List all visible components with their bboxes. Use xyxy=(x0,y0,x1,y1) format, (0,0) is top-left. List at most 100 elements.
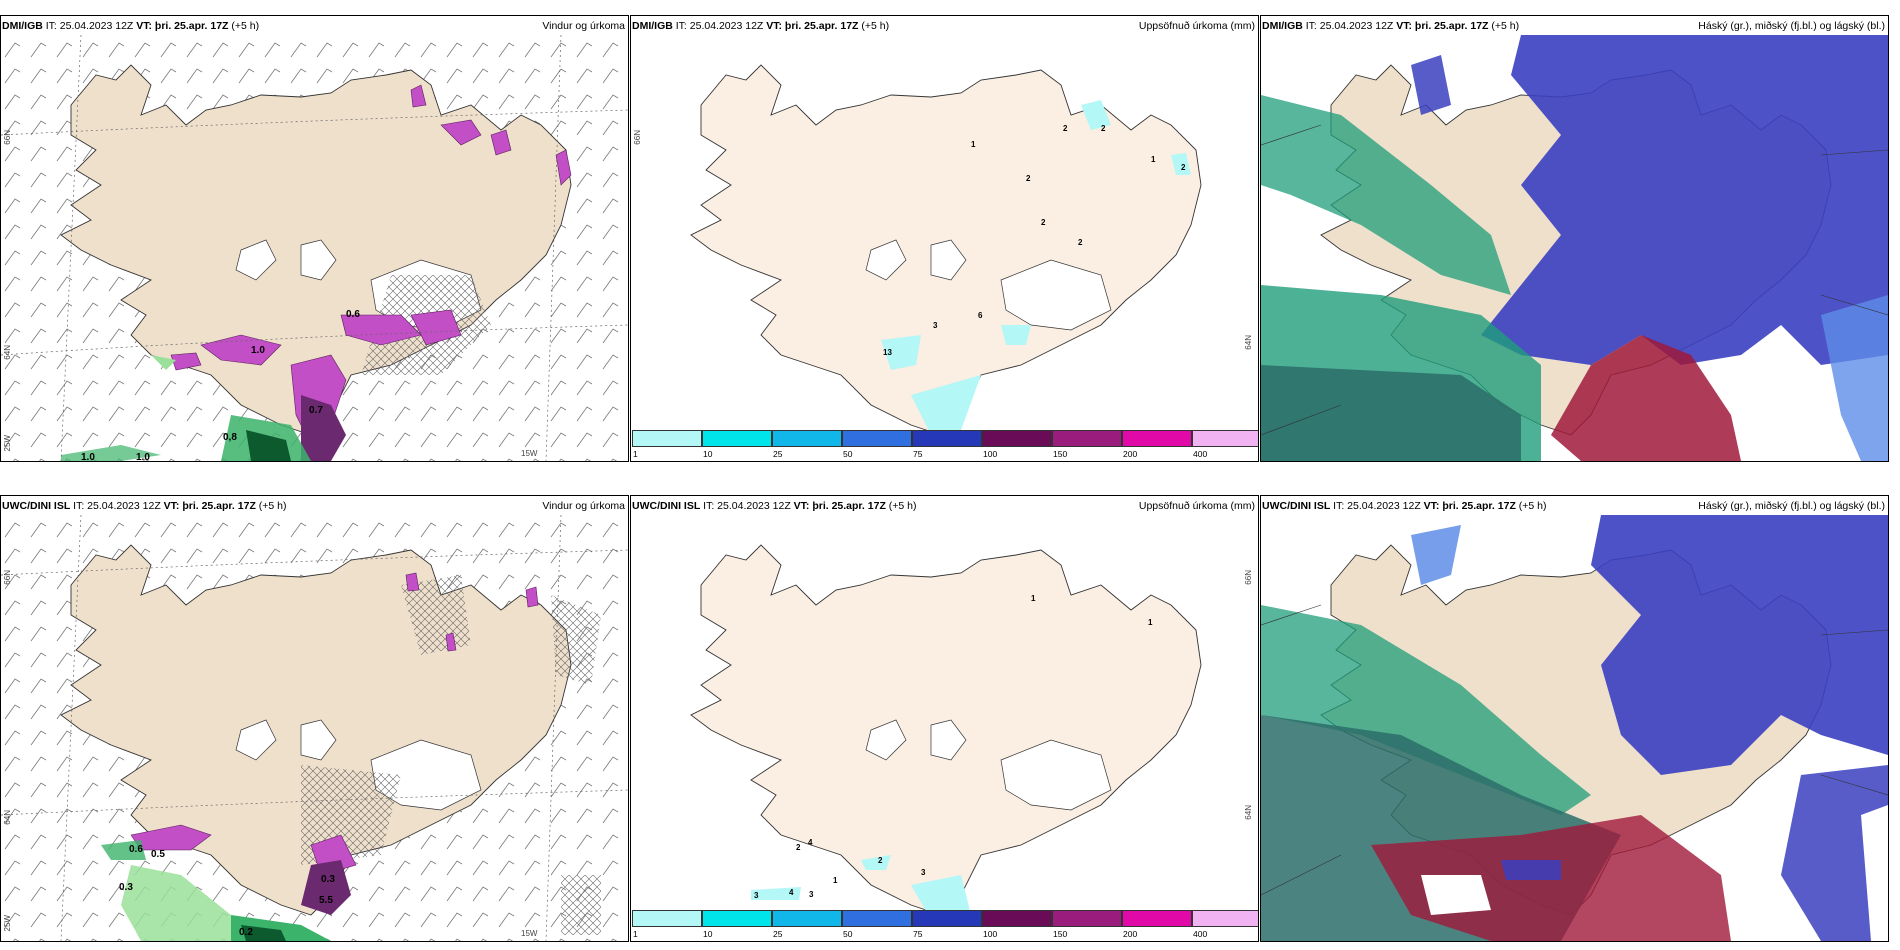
colorbar-label: 400 xyxy=(1193,449,1208,459)
init-time: IT: 25.04.2023 12Z xyxy=(1302,20,1397,32)
green-precip xyxy=(101,840,331,941)
precip-value: 0.2 xyxy=(239,927,253,938)
accum-value: 3 xyxy=(809,890,814,899)
accum-value: 4 xyxy=(808,838,813,847)
lon-label-15: 15W xyxy=(521,449,538,458)
colorbar-label: 75 xyxy=(913,449,923,459)
colorbar-label: 50 xyxy=(843,449,853,459)
valid-time: VT: þri. 25.apr. 17Z xyxy=(136,20,229,32)
map-clouds xyxy=(1261,515,1888,941)
panel-title: Vindur og úrkoma xyxy=(542,500,625,512)
colorbar-swatch xyxy=(632,430,702,447)
colorbar-label: 200 xyxy=(1123,449,1138,459)
colorbar-label: 75 xyxy=(913,929,923,939)
map-clouds xyxy=(1261,35,1888,461)
panel-top-clouds: DMI/IGB IT: 25.04.2023 12Z VT: þri. 25.a… xyxy=(1260,15,1889,462)
panel-header: DMI/IGB IT: 25.04.2023 12Z VT: þri. 25.a… xyxy=(2,17,627,35)
colorbar-label: 400 xyxy=(1193,929,1208,939)
panel-header: UWC/DINI ISL IT: 25.04.2023 12Z VT: þri.… xyxy=(632,497,1257,515)
colorbar-swatch xyxy=(982,910,1052,927)
colorbar-swatch xyxy=(632,910,702,927)
lead-time: (+5 h) xyxy=(255,500,287,512)
precip-value-labels: 0.6 0.5 0.3 5.5 0.2 0.3 xyxy=(119,844,335,938)
init-time: IT: 25.04.2023 12Z xyxy=(1330,500,1424,512)
model-name: DMI/IGB xyxy=(2,20,43,32)
model-name: UWC/DINI ISL xyxy=(632,500,701,512)
colorbar-swatch xyxy=(702,430,772,447)
precip-value: 0.6 xyxy=(346,309,360,320)
lead-time: (+5 h) xyxy=(1488,20,1520,32)
accum-value: 3 xyxy=(921,868,926,877)
accum-value: 1 xyxy=(833,876,838,885)
colorbar-label: 50 xyxy=(843,929,853,939)
accum-value: 2 xyxy=(1078,238,1083,247)
colorbar-swatch xyxy=(1052,430,1122,447)
lat-label-64: 64N xyxy=(1244,805,1253,820)
accum-value: 1 xyxy=(1151,155,1156,164)
panel-title: Vindur og úrkoma xyxy=(542,20,625,32)
panel-bottom-accum: UWC/DINI ISL IT: 25.04.2023 12Z VT: þri.… xyxy=(630,495,1259,942)
accum-value: 4 xyxy=(789,888,794,897)
accum-value-labels: 1 2 2 1 2 2 2 2 6 3 13 2 xyxy=(793,124,1186,444)
glaciers xyxy=(235,719,482,811)
model-name: DMI/IGB xyxy=(1262,20,1303,32)
accum-value: 3 xyxy=(933,321,938,330)
accum-value: 2 xyxy=(1041,218,1046,227)
accum-value: 2 xyxy=(1181,163,1186,172)
lead-time: (+5 h) xyxy=(1515,500,1547,512)
colorbar-swatch xyxy=(1122,910,1192,927)
low-cloud-blue xyxy=(1411,35,1888,461)
accum-value: 6 xyxy=(978,311,983,320)
accum-value: 1 xyxy=(1031,594,1036,603)
lat-label-66: 66N xyxy=(3,130,12,145)
accum-value-labels: 1 1 2 4 2 3 3 4 1 3 xyxy=(754,594,1153,900)
mid-cloud-green xyxy=(1261,95,1541,461)
panel-header: DMI/IGB IT: 25.04.2023 12Z VT: þri. 25.a… xyxy=(1262,17,1887,35)
valid-time: VT: þri. 25.apr. 17Z xyxy=(1396,20,1489,32)
colorbar-swatch xyxy=(772,910,842,927)
panel-title: Uppsöfnuð úrkoma (mm) xyxy=(1138,500,1255,512)
valid-time: VT: þri. 25.apr. 17Z xyxy=(793,500,886,512)
map-canvas: 1 2 2 1 2 2 2 2 6 3 13 2 xyxy=(690,64,1202,445)
panel-header: UWC/DINI ISL IT: 25.04.2023 12Z VT: þri.… xyxy=(1262,497,1887,515)
colorbar-swatch xyxy=(1192,430,1258,447)
map-canvas: 0.6 0.5 0.3 5.5 0.2 0.3 xyxy=(1,515,628,941)
precip-value: 0.6 xyxy=(129,844,143,855)
lon-label-25: 25W xyxy=(3,435,12,452)
panel-title: Háský (gr.), miðský (fj.bl.) og lágský (… xyxy=(1698,500,1885,512)
accum-value: 13 xyxy=(883,348,892,357)
lead-time: (+5 h) xyxy=(228,20,260,32)
map-wind-precip: 0.6 0.5 0.3 5.5 0.2 0.3 66N 64N 25W 15W xyxy=(1,515,628,941)
init-time: IT: 25.04.2023 12Z xyxy=(42,20,137,32)
lat-label-66: 66N xyxy=(3,570,12,585)
precip-value: 0.3 xyxy=(321,874,335,885)
panel-top-wind: DMI/IGB IT: 25.04.2023 12Z VT: þri. 25.a… xyxy=(0,15,629,462)
colorbar: 1 10 25 50 75 100 150 200 400 xyxy=(632,430,1258,460)
colorbar-swatch xyxy=(702,910,772,927)
map-canvas xyxy=(1261,515,1888,941)
model-name: UWC/DINI ISL xyxy=(2,500,71,512)
colorbar-label: 25 xyxy=(773,929,783,939)
accum-value: 2 xyxy=(1026,174,1031,183)
precip-value: 1.0 xyxy=(81,452,95,461)
accum-value: 2 xyxy=(878,856,883,865)
graticule xyxy=(1,35,628,461)
cloud-contours xyxy=(1261,124,1888,436)
precip-value: 1.0 xyxy=(136,452,150,461)
valid-time: VT: þri. 25.apr. 17Z xyxy=(766,20,859,32)
accum-value: 2 xyxy=(796,843,801,852)
colorbar-label: 10 xyxy=(703,929,713,939)
colorbar-label: 100 xyxy=(983,449,998,459)
panel-bottom-wind: UWC/DINI ISL IT: 25.04.2023 12Z VT: þri.… xyxy=(0,495,629,942)
colorbar-label: 200 xyxy=(1123,929,1138,939)
colorbar-label: 1 xyxy=(633,449,638,459)
precip-value: 1.0 xyxy=(251,345,265,356)
accum-value: 1 xyxy=(1148,618,1153,627)
lat-label-64: 64N xyxy=(1244,335,1253,350)
panel-header: DMI/IGB IT: 25.04.2023 12Z VT: þri. 25.a… xyxy=(632,17,1257,35)
valid-time: VT: þri. 25.apr. 17Z xyxy=(163,500,256,512)
green-precip xyxy=(61,355,311,461)
colorbar-swatch xyxy=(842,430,912,447)
colorbar-swatch xyxy=(1192,910,1258,927)
panel-top-accum: DMI/IGB IT: 25.04.2023 12Z VT: þri. 25.a… xyxy=(630,15,1259,462)
